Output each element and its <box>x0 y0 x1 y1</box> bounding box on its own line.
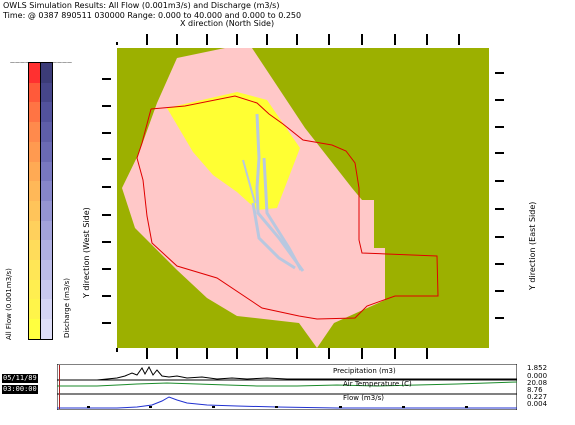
discharge-color-swatch <box>41 299 52 320</box>
flow-series <box>57 396 517 409</box>
discharge-color-swatch <box>41 181 52 201</box>
discharge-color-swatch <box>41 220 52 241</box>
y-axis-title-east: Y direction (East Side) <box>528 201 537 290</box>
timeseries-panel[interactable] <box>57 364 517 410</box>
time-axis-ticks <box>87 406 468 408</box>
discharge-legend-label: Discharge (m3/s) <box>63 277 71 338</box>
all-flow-color-swatch <box>29 102 40 123</box>
precipitation-min: 0.000 <box>527 372 548 380</box>
discharge-color-swatch <box>41 240 52 261</box>
watershed-boundary <box>136 95 439 320</box>
flow-min: 0.004 <box>527 400 548 408</box>
all-flow-color-swatch <box>29 240 40 261</box>
all-flow-color-swatch <box>29 319 40 339</box>
x-axis-title: X direction (North Side) <box>180 19 275 28</box>
discharge-scale-mark: ———— <box>52 60 72 66</box>
all-flow-legend-label: All Flow (0.001m3/s) <box>5 268 13 340</box>
all-flow-color-swatch <box>29 122 40 142</box>
date-stamp: 05/11/89 <box>2 374 38 383</box>
discharge-colorbar <box>40 62 53 340</box>
stream-network <box>242 113 305 272</box>
precipitation-series <box>57 365 517 381</box>
all-flow-color-swatch <box>29 161 40 182</box>
top-axis-ticks <box>116 34 460 45</box>
time-stamp: 03:00:00 <box>2 385 38 394</box>
discharge-color-swatch <box>41 63 52 83</box>
window-title: OWLS Simulation Results: All Flow (0.001… <box>3 1 280 10</box>
air-temperature-min: 8.76 <box>527 386 543 394</box>
discharge-color-swatch <box>41 319 52 339</box>
discharge-color-swatch <box>41 260 52 280</box>
all-flow-color-swatch <box>29 181 40 201</box>
flow-max: 0.227 <box>527 393 548 401</box>
all-flow-color-swatch <box>29 82 40 103</box>
discharge-color-swatch <box>41 141 52 162</box>
all-flow-color-swatch <box>29 279 40 300</box>
left-axis-ticks <box>102 78 111 324</box>
precipitation-label: Precipitation (m3) <box>333 367 396 375</box>
discharge-color-swatch <box>41 102 52 123</box>
all-flow-color-swatch <box>29 141 40 162</box>
all-flow-colorbar <box>28 62 41 340</box>
all-flow-color-swatch <box>29 220 40 241</box>
all-flow-color-swatch <box>29 63 40 83</box>
right-axis-ticks <box>495 72 504 319</box>
discharge-color-swatch <box>41 122 52 142</box>
discharge-color-swatch <box>41 279 52 300</box>
precipitation-max: 1.852 <box>527 364 548 372</box>
all-flow-color-swatch <box>29 260 40 280</box>
bottom-axis-ticks <box>116 348 428 359</box>
air-temperature-max: 20.08 <box>527 379 548 387</box>
discharge-color-swatch <box>41 200 52 221</box>
time-cursor <box>59 365 60 409</box>
air-temperature-label: Air Temperature (C) <box>343 380 412 388</box>
all-flow-color-swatch <box>29 200 40 221</box>
air-temperature-series <box>57 381 517 387</box>
time-range-info: Time: @ 0387 890511 030000 Range: 0.000 … <box>3 11 302 20</box>
y-axis-title-west: Y direction (West Side) <box>82 207 91 298</box>
watershed-map[interactable] <box>117 48 489 348</box>
all-flow-scale-mark: ———— <box>10 60 30 66</box>
discharge-color-swatch <box>41 161 52 182</box>
all-flow-color-swatch <box>29 299 40 320</box>
flow-label: Flow (m3/s) <box>343 394 384 402</box>
discharge-color-swatch <box>41 82 52 103</box>
high-flow-zone <box>167 92 300 210</box>
